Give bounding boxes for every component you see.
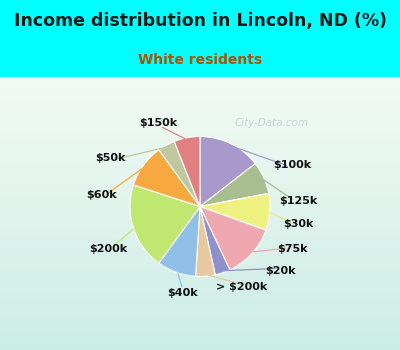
Text: $200k: $200k (89, 244, 127, 254)
Text: $150k: $150k (139, 118, 178, 128)
Text: $30k: $30k (283, 219, 313, 229)
Text: $20k: $20k (265, 266, 296, 276)
Text: $40k: $40k (167, 288, 198, 298)
Text: $125k: $125k (279, 196, 317, 205)
Text: $50k: $50k (96, 153, 126, 163)
Text: $75k: $75k (277, 244, 308, 254)
Wedge shape (200, 136, 255, 206)
Text: Income distribution in Lincoln, ND (%): Income distribution in Lincoln, ND (%) (14, 12, 386, 30)
Wedge shape (200, 206, 266, 270)
Wedge shape (159, 206, 200, 276)
Wedge shape (174, 136, 200, 206)
Wedge shape (200, 163, 269, 206)
Text: White residents: White residents (138, 52, 262, 66)
Wedge shape (200, 206, 230, 275)
Wedge shape (159, 141, 200, 206)
Text: $60k: $60k (86, 190, 117, 200)
Wedge shape (134, 150, 200, 206)
Text: $100k: $100k (273, 160, 311, 170)
Wedge shape (200, 194, 270, 230)
Wedge shape (130, 185, 200, 263)
Wedge shape (196, 206, 215, 276)
Text: City-Data.com: City-Data.com (235, 118, 309, 127)
Text: > $200k: > $200k (216, 282, 267, 292)
